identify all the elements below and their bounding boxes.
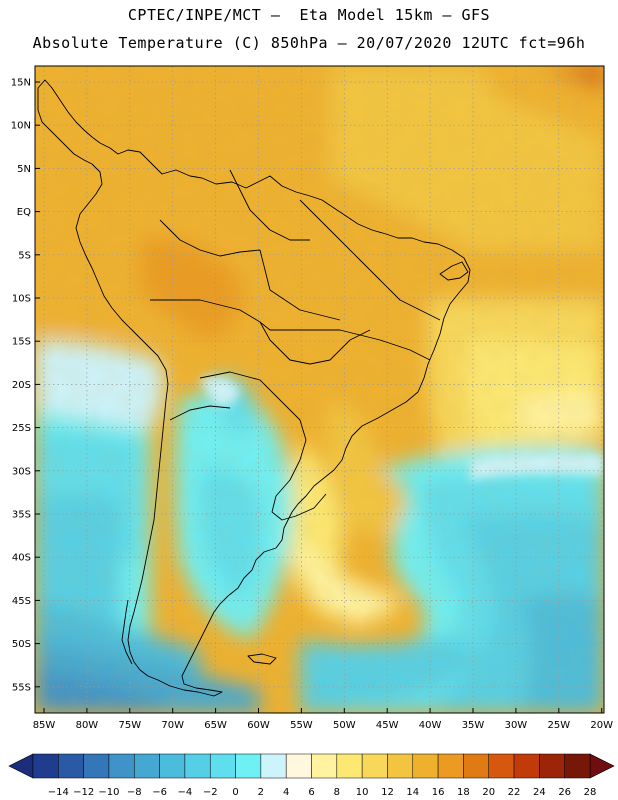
colorbar-swatch	[463, 753, 489, 779]
colorbar-swatch	[488, 753, 515, 779]
lon-label: 70W	[161, 720, 184, 731]
colorbar-label: 10	[356, 787, 369, 798]
lon-label: 85W	[33, 720, 56, 731]
lat-label: 15N	[11, 78, 31, 89]
colorbar-label: 22	[508, 787, 521, 798]
colorbar-label: −12	[73, 787, 94, 798]
lat-label: 45S	[12, 596, 31, 607]
colorbar-swatch	[539, 753, 565, 779]
lat-label: 25S	[12, 423, 31, 434]
colorbar-swatch	[285, 753, 312, 779]
lat-label: 5S	[18, 250, 31, 261]
colorbar-label: −6	[152, 787, 167, 798]
colorbar-label: 16	[432, 787, 445, 798]
map-title-line-1: CPTEC/INPE/MCT – Eta Model 15km – GFS	[127, 6, 491, 24]
lon-label: 35W	[462, 720, 485, 731]
lon-label: 40W	[419, 720, 442, 731]
colorbar-swatch	[387, 753, 414, 779]
colorbar-swatch	[209, 753, 236, 779]
lon-label: 45W	[376, 720, 399, 731]
graticule	[35, 66, 604, 713]
colorbar-swatch	[437, 753, 464, 779]
colorbar-swatch	[32, 753, 59, 779]
lat-label: 40S	[12, 553, 31, 564]
colorbar-swatch	[83, 753, 110, 779]
colorbar	[8, 753, 615, 779]
colorbar-label: 2	[258, 787, 264, 798]
colorbar-swatch	[361, 753, 388, 779]
lon-label: 50W	[333, 720, 356, 731]
colorbar-label: −14	[48, 787, 69, 798]
colorbar-swatch	[513, 753, 540, 779]
lat-label: 20S	[12, 380, 31, 391]
colorbar-label: 26	[558, 787, 571, 798]
colorbar-label: 8	[334, 787, 340, 798]
lat-label: 50S	[12, 639, 31, 650]
colorbar-label: 28	[584, 787, 597, 798]
colorbar-swatch	[412, 753, 439, 779]
colorbar-labels: −14 −12 −10 −8 −6 −4 −2 0 2 4 6 8 10 12 14 16 18 20 22 24 26…	[48, 787, 597, 798]
colorbar-swatch	[159, 753, 186, 779]
lat-label: 5N	[17, 164, 31, 175]
colorbar-swatch	[235, 753, 262, 779]
colorbar-swatch	[336, 753, 363, 779]
colorbar-swatch	[108, 753, 135, 779]
colorbar-label: 14	[406, 787, 419, 798]
colorbar-left-arrow	[8, 753, 34, 779]
colorbar-label: 12	[381, 787, 394, 798]
colorbar-label: −10	[98, 787, 119, 798]
lat-label: 55S	[12, 682, 31, 693]
lon-label: 75W	[118, 720, 141, 731]
colorbar-swatch	[134, 753, 160, 779]
colorbar-label: 0	[232, 787, 238, 798]
map-title-line-2: Absolute Temperature (C) 850hPa – 20/07/…	[32, 34, 586, 52]
colorbar-label: −4	[178, 787, 193, 798]
colorbar-label: 6	[308, 787, 314, 798]
colorbar-swatch	[58, 753, 84, 779]
colorbar-label: 18	[457, 787, 470, 798]
colorbar-swatch	[311, 753, 338, 779]
lat-label: EQ	[17, 207, 31, 218]
continent-outline	[37, 79, 471, 697]
lon-label: 60W	[247, 720, 270, 731]
lat-label: 15S	[12, 337, 31, 348]
map-frame	[34, 65, 605, 714]
colorbar-label: 20	[482, 787, 495, 798]
colorbar-label: 4	[283, 787, 289, 798]
lat-label: 35S	[12, 510, 31, 521]
temperature-field	[35, 66, 604, 713]
colorbar-swatch	[260, 753, 287, 779]
colorbar-swatch	[184, 753, 211, 779]
latitude-labels: 15N 10N 5N EQ 5S 10S 15S 20S 25S 30S 35S 40S 45S 50S 5…	[11, 78, 40, 693]
colorbar-right-arrow	[589, 753, 615, 779]
colorbar-label: 24	[533, 787, 546, 798]
lon-label: 20W	[590, 720, 613, 731]
colorbar-label: −8	[127, 787, 142, 798]
colorbar-swatch	[564, 753, 591, 779]
longitude-labels: 85W 80W 75W 70W 65W 60W 55W 50W 45W 40W 35W 30W 25W 2…	[33, 708, 613, 731]
lon-label: 25W	[547, 720, 570, 731]
lon-label: 55W	[290, 720, 313, 731]
lat-label: 30S	[12, 466, 31, 477]
lon-label: 80W	[76, 720, 99, 731]
lat-label: 10N	[11, 121, 31, 132]
colorbar-label: −2	[203, 787, 218, 798]
lat-label: 10S	[12, 294, 31, 305]
lon-label: 65W	[204, 720, 227, 731]
lon-label: 30W	[505, 720, 528, 731]
